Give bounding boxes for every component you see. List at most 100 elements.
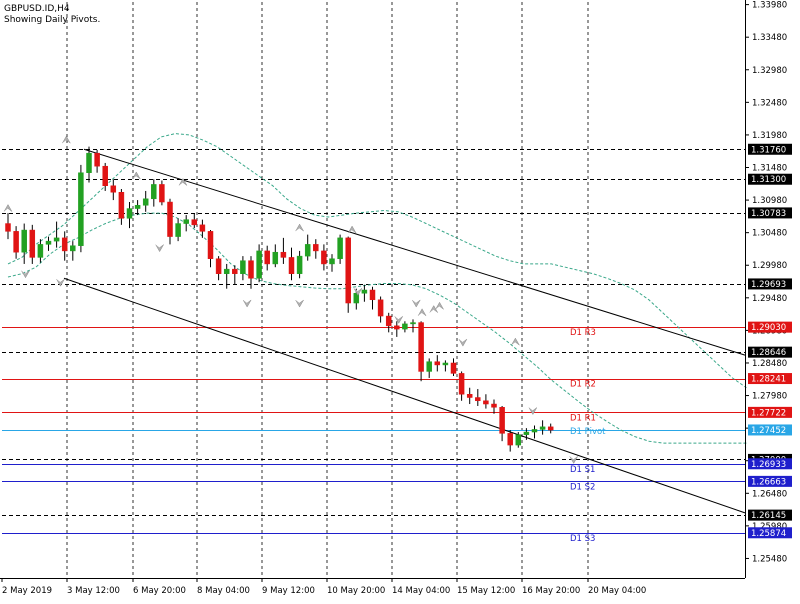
- bull-candle: [175, 223, 181, 237]
- trend-channel: [63, 148, 746, 514]
- price-tick-label: 1.30980: [752, 196, 787, 206]
- fractal-up-marker: [417, 308, 427, 317]
- fractal-down-marker: [458, 338, 468, 347]
- price-level-box: [748, 143, 792, 155]
- bull-candle: [183, 219, 189, 224]
- price-tick-label: 1.30480: [752, 229, 787, 239]
- bear-candle: [466, 394, 473, 398]
- bear-candle: [483, 400, 489, 405]
- bear-candle: [102, 165, 108, 186]
- bear-candle: [29, 229, 36, 258]
- time-tick-label: 10 May 20:00: [327, 586, 385, 596]
- bear-candle: [475, 397, 481, 402]
- pivot-label: D1 R2: [570, 380, 596, 390]
- fractal-up-marker: [178, 177, 188, 186]
- price-level-label: 1.26145: [751, 511, 786, 521]
- fractal-down-marker: [412, 299, 421, 308]
- price-level-box: [748, 321, 792, 333]
- time-tick-label: 2 May 2019: [2, 586, 52, 596]
- pivot-label: D1 S1: [570, 465, 595, 475]
- fractal-up-marker: [3, 204, 13, 212]
- vertical-grid: [66, 2, 589, 578]
- bull-candle: [329, 258, 335, 265]
- fractal-down-marker: [353, 288, 363, 296]
- price-level-label: 1.27452: [751, 426, 786, 436]
- pivot-label: D1 R1: [570, 413, 596, 423]
- fractal-down-marker: [21, 270, 30, 279]
- time-tick-label: 9 May 12:00: [262, 586, 315, 596]
- bull-candle: [86, 152, 92, 173]
- price-tick-label: 1.29480: [752, 294, 787, 304]
- bear-candle: [5, 223, 11, 232]
- bull-candle: [402, 323, 408, 330]
- fractal-markers: [3, 135, 578, 464]
- bull-candle: [539, 426, 546, 430]
- bear-candle: [207, 231, 214, 259]
- bear-candle: [191, 219, 198, 226]
- fractal-up-marker: [429, 305, 438, 313]
- bull-candle: [410, 322, 416, 325]
- price-level-box: [748, 509, 792, 521]
- bull-candle: [531, 429, 538, 433]
- bear-candle: [94, 152, 100, 167]
- price-level-label: 1.25874: [751, 529, 786, 539]
- bear-candle: [434, 361, 441, 366]
- bear-candle: [13, 231, 19, 253]
- price-tick-label: 1.29980: [752, 261, 787, 271]
- price-tick-label: 1.26480: [752, 489, 787, 499]
- channel-line: [83, 148, 746, 356]
- bear-candle: [394, 325, 400, 330]
- bear-candle: [280, 251, 287, 258]
- fractal-down-marker: [56, 278, 65, 287]
- price-level-label: 1.31760: [751, 145, 786, 155]
- price-level-label: 1.26933: [751, 460, 786, 470]
- price-tick-label: 1.31480: [752, 164, 787, 174]
- price-tick-label: 1.32980: [752, 66, 787, 76]
- pivot-label: D1 Pivot: [570, 427, 606, 437]
- price-tick-label: 1.33980: [752, 1, 787, 11]
- bear-candle: [491, 403, 497, 408]
- time-tick-label: 14 May 04:00: [392, 586, 450, 596]
- fractal-down-marker: [242, 299, 252, 308]
- pivot-lines: [2, 327, 745, 534]
- fractal-up-marker: [435, 301, 444, 310]
- fractal-up-marker: [132, 171, 141, 180]
- bear-candle: [450, 362, 457, 374]
- fractal-down-marker: [394, 316, 403, 324]
- price-level-label: 1.26663: [751, 477, 786, 487]
- bear-candle: [321, 250, 327, 265]
- price-tick-label: 1.31980: [752, 131, 787, 141]
- price-level-label: 1.27722: [751, 408, 786, 418]
- bear-candle: [547, 426, 554, 431]
- bull-candle: [37, 244, 44, 258]
- price-level-label: 1.28241: [751, 375, 786, 385]
- price-tick-label: 1.33480: [752, 33, 787, 43]
- fractal-up-marker: [295, 223, 304, 232]
- price-level-box: [748, 527, 792, 539]
- price-tick-label: 1.25480: [752, 554, 787, 564]
- channel-line: [63, 277, 746, 514]
- fractal-down-marker: [528, 407, 538, 416]
- bear-candle: [118, 192, 125, 219]
- price-level-label: 1.29030: [751, 323, 786, 333]
- price-level-label: 1.31300: [751, 175, 786, 185]
- price-level-box: [748, 458, 792, 470]
- envelope-lower-band: [7, 212, 747, 444]
- bull-candle: [134, 205, 141, 209]
- time-axis: 2 May 2019 3 May 12:00 6 May 20:00 8 May 04…: [1, 578, 646, 596]
- time-tick-label: 16 May 20:00: [522, 586, 580, 596]
- bull-candle: [142, 198, 149, 206]
- time-tick-label: 8 May 04:00: [197, 586, 250, 596]
- bull-candle: [426, 361, 432, 372]
- bull-candle: [70, 245, 76, 252]
- pivot-labels: D1 R3 D1 R2 D1 R1 D1 Pivot D1 S1 D1 S2 D1 S3: [570, 328, 606, 544]
- price-level-label: 1.29693: [751, 280, 786, 290]
- fractal-up-marker: [62, 135, 71, 144]
- price-level-box: [748, 278, 792, 290]
- bull-candle: [296, 255, 303, 274]
- bear-candle: [458, 373, 465, 395]
- bull-candle: [256, 250, 262, 279]
- fractal-down-marker: [295, 299, 304, 308]
